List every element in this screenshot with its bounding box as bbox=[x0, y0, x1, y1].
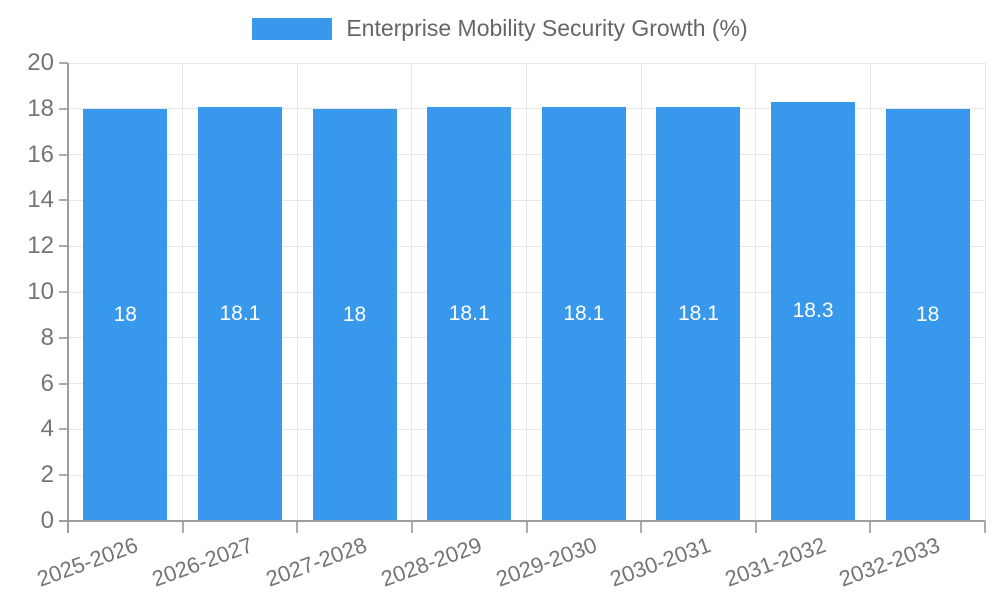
gridline-vertical bbox=[411, 63, 413, 521]
x-axis-line bbox=[59, 520, 985, 522]
bar-value-label: 18.1 bbox=[448, 301, 490, 325]
bar-value-label: 18.3 bbox=[792, 299, 834, 323]
y-axis-tick-label: 4 bbox=[40, 415, 54, 443]
y-axis-tick-label: 18 bbox=[27, 94, 54, 122]
y-axis-tick-label: 20 bbox=[27, 49, 54, 76]
y-axis-tick-mark bbox=[59, 428, 68, 431]
x-axis-tick-mark bbox=[640, 521, 643, 533]
y-axis-tick-label: 16 bbox=[27, 140, 54, 168]
gridline-vertical bbox=[869, 63, 871, 521]
bar-2032-2033[interactable] bbox=[885, 108, 970, 521]
x-axis-category-label: 2026-2027 bbox=[148, 532, 256, 592]
gridline-vertical bbox=[984, 63, 986, 521]
bar-value-label: 18.1 bbox=[678, 301, 719, 325]
y-axis-tick-mark bbox=[59, 291, 68, 293]
x-axis-category-label: 2031-2032 bbox=[721, 532, 829, 592]
gridline-vertical bbox=[182, 63, 184, 521]
bar-value-label: 18 bbox=[113, 302, 137, 326]
x-axis-tick-mark bbox=[296, 521, 299, 533]
y-axis-tick-mark bbox=[59, 62, 68, 64]
y-axis-tick-mark bbox=[59, 107, 68, 110]
gridline-vertical bbox=[640, 63, 642, 521]
bar-2029-2030[interactable] bbox=[541, 106, 626, 521]
x-axis-category-label: 2032-2033 bbox=[836, 532, 944, 592]
bar-value-label: 18.1 bbox=[563, 301, 605, 325]
x-axis-tick-mark bbox=[181, 521, 184, 533]
x-axis-category-label: 2028-2029 bbox=[377, 532, 486, 592]
x-axis-category-label: 2025-2026 bbox=[33, 532, 142, 592]
bar-2031-2032[interactable] bbox=[771, 101, 856, 521]
y-axis-tick-label: 0 bbox=[40, 507, 54, 534]
gridline-vertical bbox=[755, 63, 757, 521]
bar-2030-2031[interactable] bbox=[656, 106, 741, 521]
y-axis-tick-label: 12 bbox=[27, 232, 54, 260]
gridline-vertical bbox=[296, 63, 298, 521]
y-axis-tick-label: 10 bbox=[27, 278, 54, 305]
y-axis-tick-label: 6 bbox=[40, 369, 54, 397]
y-axis-tick-mark bbox=[59, 245, 68, 248]
bar-2028-2029[interactable] bbox=[427, 106, 512, 521]
bar-value-label: 18 bbox=[916, 302, 940, 326]
x-axis-tick-mark bbox=[410, 521, 413, 533]
x-axis-tick-mark bbox=[984, 521, 986, 533]
x-axis-tick-mark bbox=[754, 521, 757, 533]
x-axis-category-label: 2029-2030 bbox=[492, 532, 600, 592]
bar-value-label: 18.1 bbox=[219, 301, 261, 325]
bar-2025-2026[interactable] bbox=[83, 108, 168, 521]
y-axis-tick-label: 8 bbox=[40, 323, 54, 351]
y-axis-tick-label: 2 bbox=[40, 461, 54, 489]
y-axis-tick-mark bbox=[59, 474, 68, 477]
y-axis-tick-mark bbox=[59, 336, 68, 339]
y-axis-tick-label: 14 bbox=[27, 186, 54, 214]
legend-item[interactable]: Enterprise Mobility Security Growth (%) bbox=[0, 17, 1000, 40]
x-axis-category-label: 2030-2031 bbox=[606, 532, 715, 592]
y-axis-tick-mark bbox=[59, 199, 68, 202]
x-axis-tick-mark bbox=[869, 521, 872, 533]
bar-2027-2028[interactable] bbox=[312, 108, 397, 521]
y-axis-tick-mark bbox=[59, 382, 68, 385]
legend-label: Enterprise Mobility Security Growth (%) bbox=[346, 15, 748, 41]
x-axis-tick-mark bbox=[525, 521, 528, 533]
y-axis-tick-mark bbox=[59, 153, 68, 156]
bar-value-label: 18 bbox=[342, 302, 367, 326]
bar-2026-2027[interactable] bbox=[197, 106, 282, 521]
y-axis-line bbox=[67, 63, 69, 533]
legend-color-swatch-icon bbox=[252, 17, 333, 40]
x-axis-category-label: 2027-2028 bbox=[263, 532, 371, 592]
gridline-vertical bbox=[526, 63, 527, 521]
